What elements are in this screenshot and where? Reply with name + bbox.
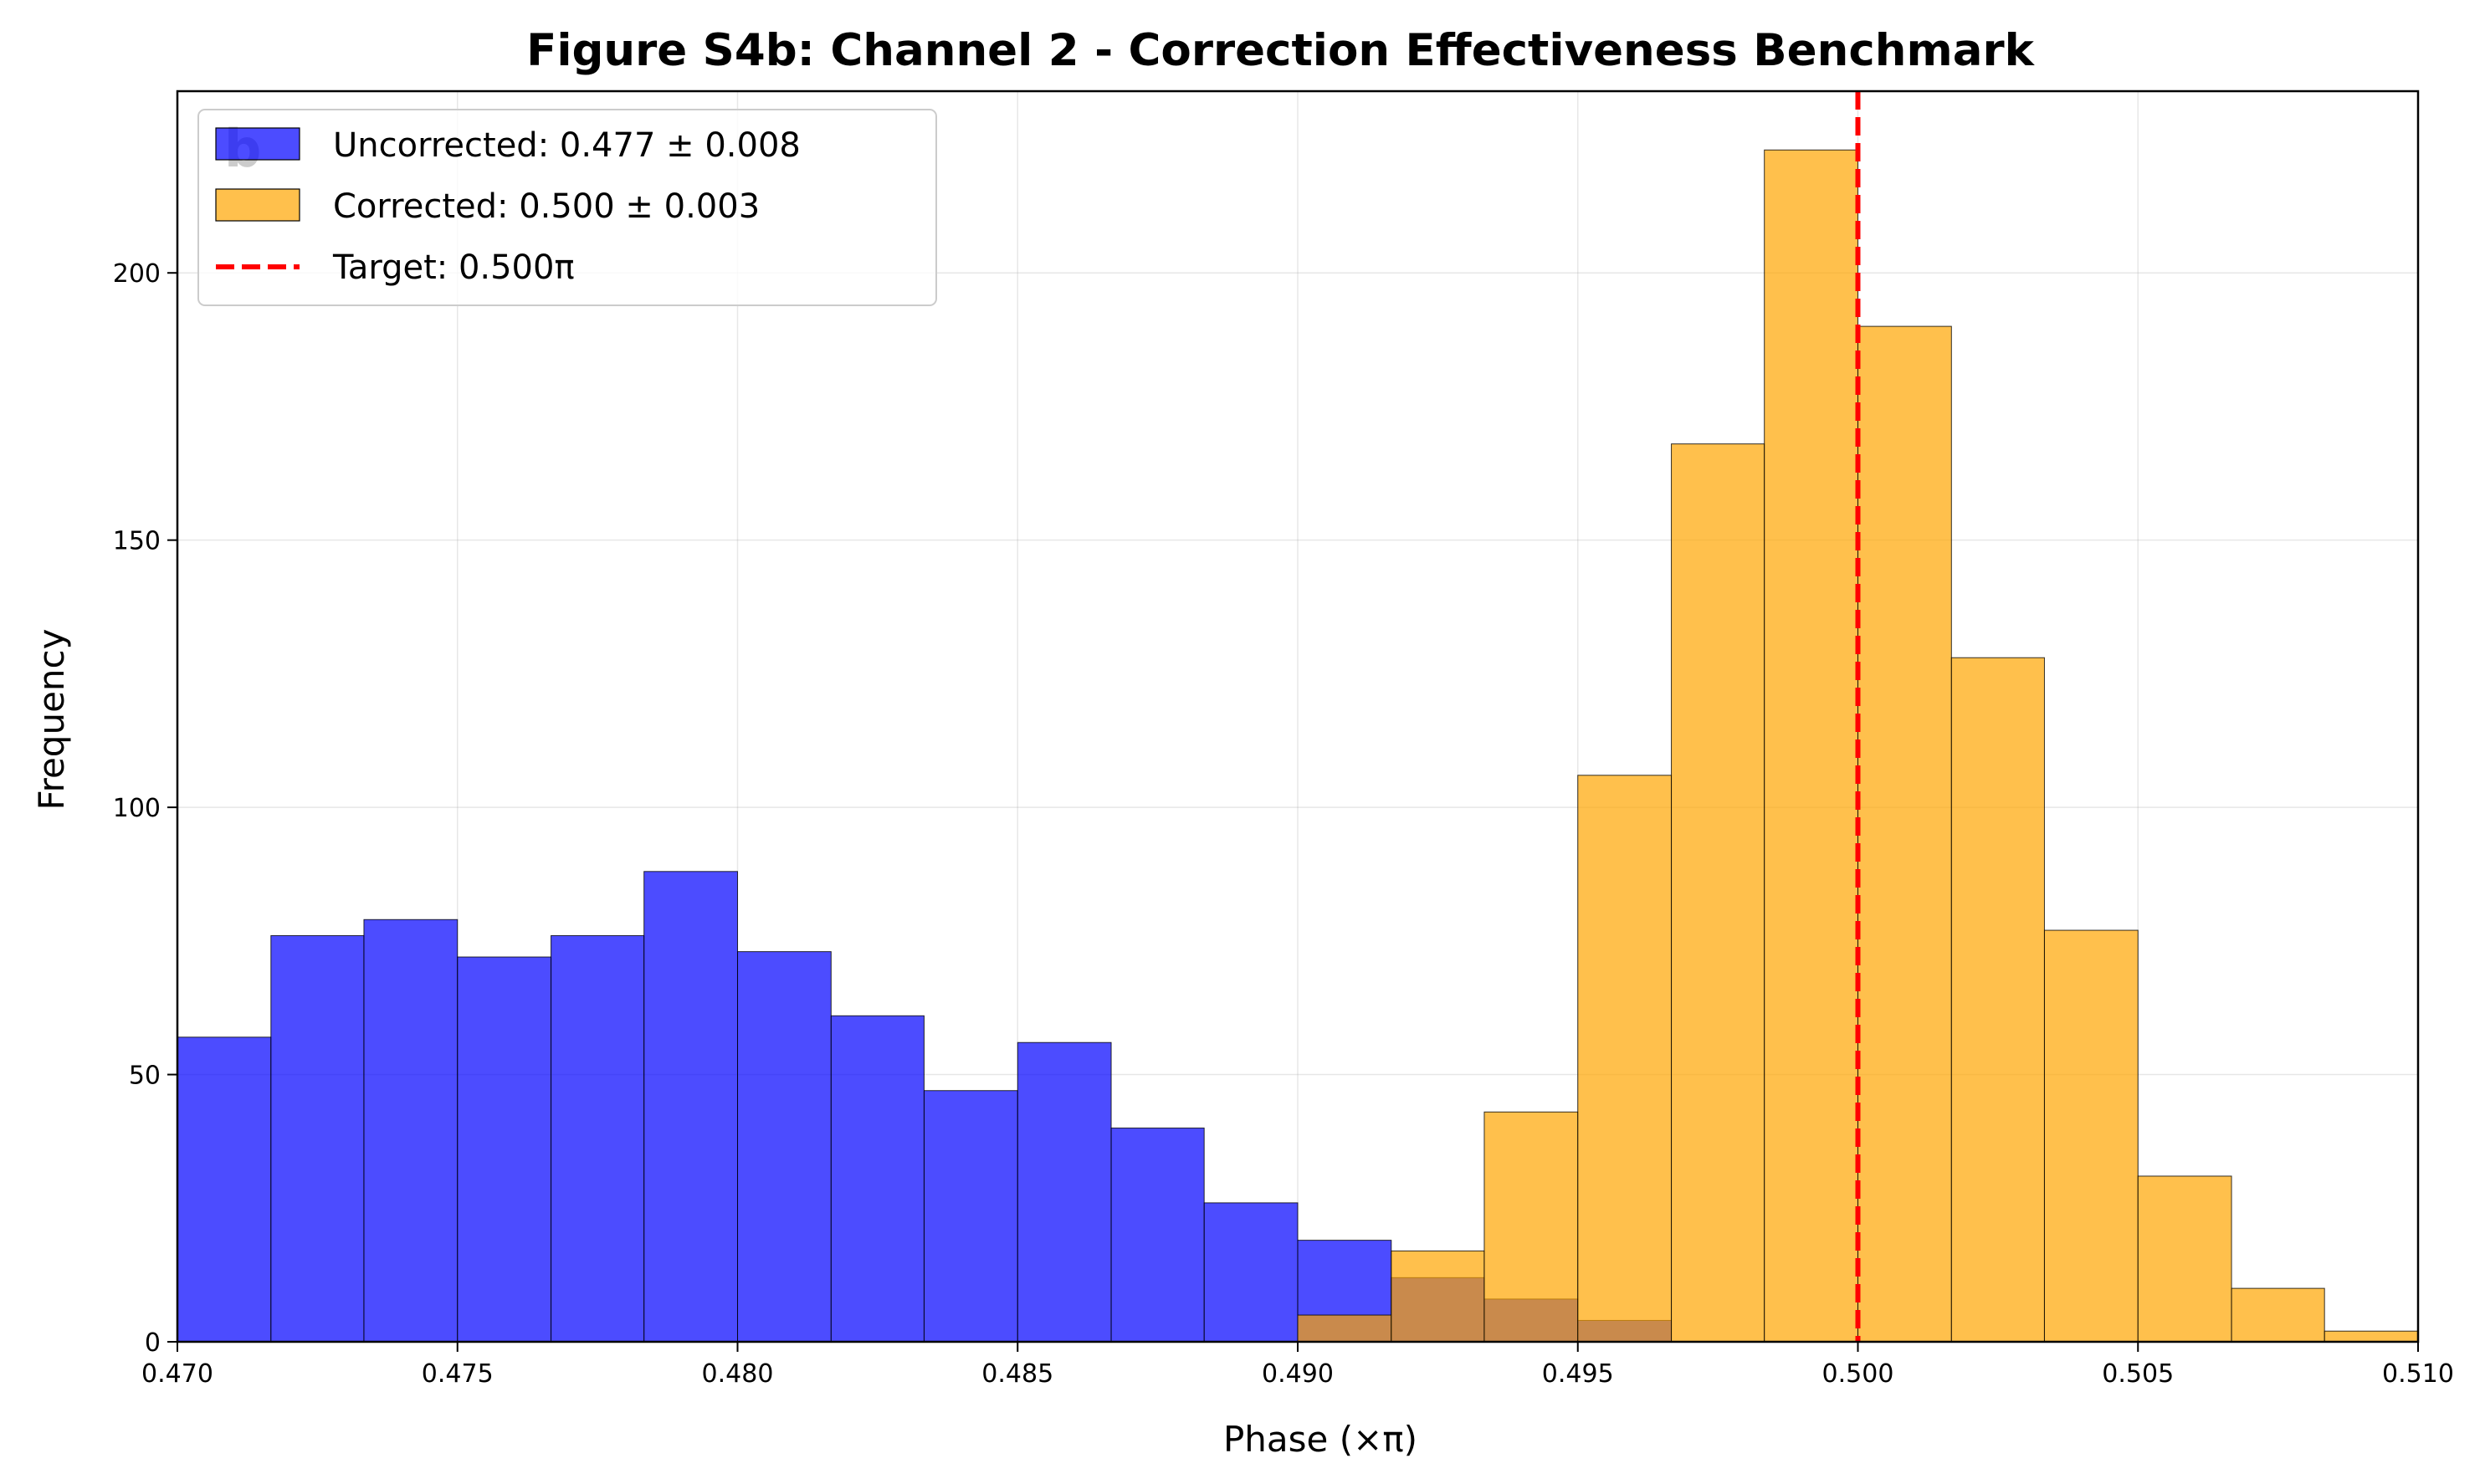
x-tick-label: 0.485 [981,1359,1053,1389]
y-tick-label: 100 [113,794,161,823]
histogram-bar-series-1 [2043,929,2139,1343]
x-axis-label: Phase (×π) [1223,1419,1417,1460]
histogram-bar-series-1 [2324,1330,2419,1343]
legend-label-series-1: Corrected: 0.500 ± 0.003 [333,187,760,226]
histogram-bar-series-1 [1483,1111,1579,1343]
histogram-bar-series-0 [457,956,552,1343]
histogram-bar-series-1 [1671,443,1765,1343]
histogram-bar-series-1 [1391,1250,1485,1343]
x-tick-label: 0.490 [1262,1359,1334,1389]
histogram-bar-series-0 [830,1015,925,1343]
x-tick-label: 0.500 [1822,1359,1894,1389]
x-tick-label: 0.495 [1542,1359,1614,1389]
y-tick-label: 150 [113,527,161,556]
y-tick-label: 0 [145,1328,161,1358]
histogram-bar-series-0 [177,1036,272,1343]
x-tick-label: 0.475 [422,1359,494,1389]
histogram-bar-series-1 [1577,775,1673,1343]
histogram-bar-series-1 [2137,1175,2232,1343]
x-tick-label: 0.470 [141,1359,213,1389]
histogram-bar-series-1 [2231,1287,2325,1343]
histogram-bar-series-0 [643,871,738,1343]
y-axis-label: Frequency [31,629,72,811]
legend-swatch-series-1 [215,188,300,222]
chart-title: Figure S4b: Channel 2 - Correction Effec… [526,25,2036,76]
histogram-bar-series-1 [1857,325,1952,1343]
histogram-bar-series-1 [1950,657,2045,1343]
legend-label-target: Target: 0.500π [332,248,575,287]
x-tick-label: 0.480 [702,1359,774,1389]
histogram-bar-series-0 [551,934,645,1343]
histogram-bar-series-1 [1297,1314,1392,1343]
x-tick-label: 0.510 [2382,1359,2454,1389]
histogram-bar-series-0 [737,951,832,1343]
x-tick-label: 0.505 [2102,1359,2174,1389]
y-tick-label: 50 [129,1062,161,1091]
axis-ticks: 0.470 0.475 0.480 0.485 0.490 0.495 0.500 0.505… [113,259,2454,1389]
histogram-bar-series-0 [923,1090,1018,1343]
histogram-bars [177,149,2419,1343]
legend-box [197,109,937,306]
histogram-bar-series-1 [1764,149,1859,1343]
histogram-bar-series-0 [1110,1127,1205,1343]
legend-swatch-series-0 [215,127,300,161]
y-tick-label: 200 [113,259,161,289]
legend-label-series-0: Uncorrected: 0.477 ± 0.008 [333,126,801,165]
histogram-bar-series-0 [1203,1202,1299,1343]
histogram-bar-series-0 [363,919,459,1343]
histogram-bar-series-0 [1017,1041,1112,1343]
histogram-bar-series-0 [270,934,365,1343]
